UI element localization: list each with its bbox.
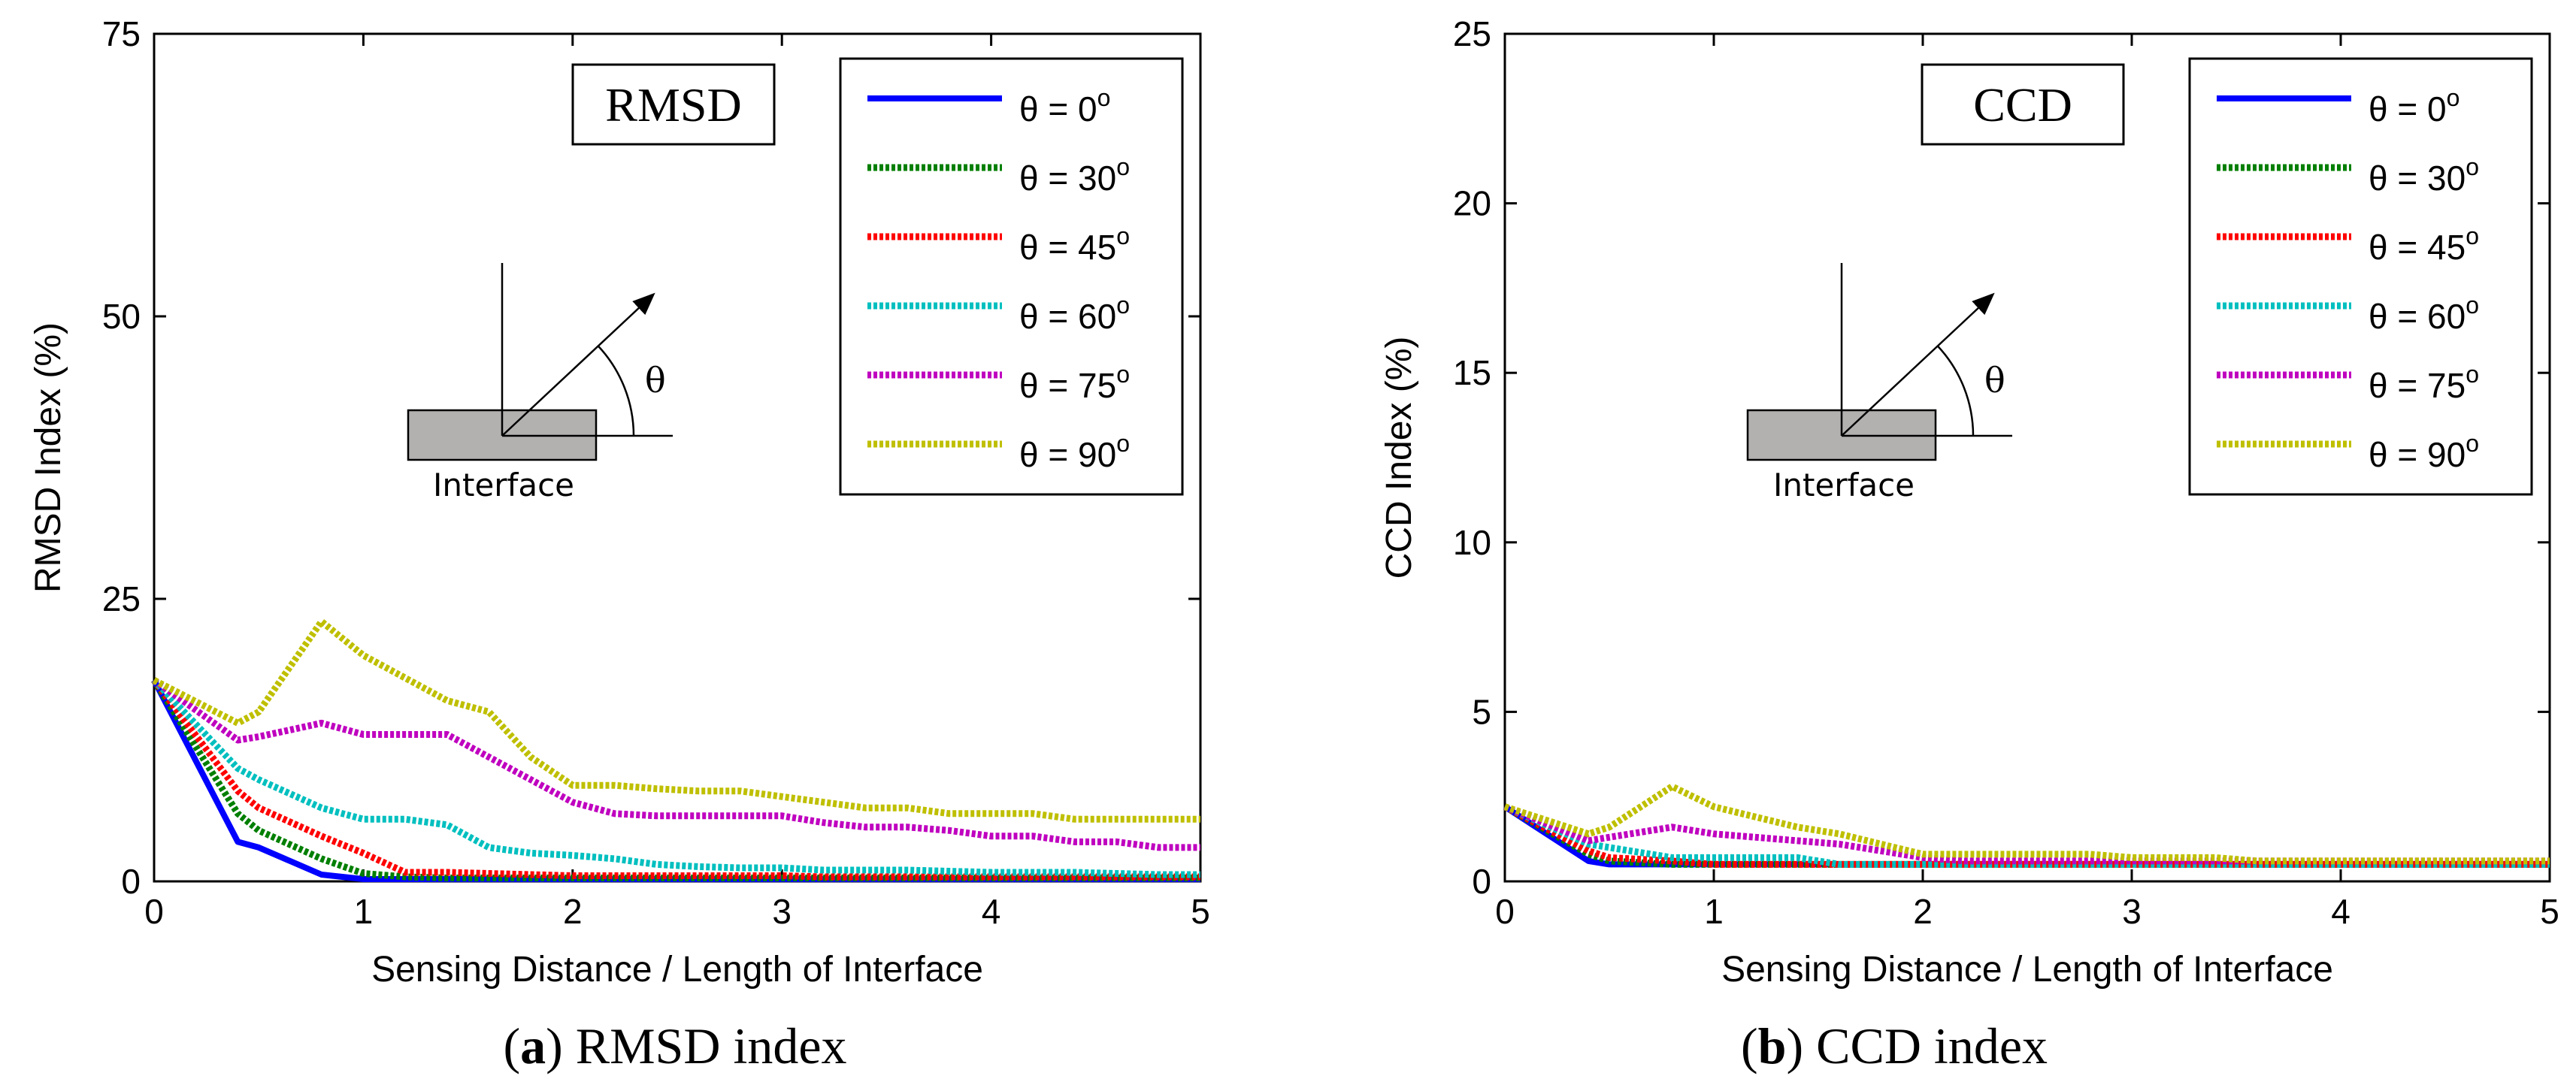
legend-entry-text: θ = 45: [2369, 228, 2466, 267]
series-line-theta-30: [151, 678, 1200, 881]
angle-theta-label: θ: [645, 360, 666, 400]
metric-tag-box: [1921, 63, 2125, 146]
legend-entry-label: θ = 0o: [2369, 84, 2459, 128]
plot-frame: [1503, 32, 2551, 883]
x-tick-label: 4: [982, 892, 1001, 931]
sensing-direction-arrow: [501, 292, 655, 437]
y-tick-label: 10: [1453, 523, 1491, 562]
series-line-theta-60: [151, 678, 1200, 878]
x-tick-label: 2: [1913, 892, 1933, 931]
series-line-theta-90: [1503, 783, 2550, 865]
chart-panel-b: 0 1 2 3 4 5 0 5 10 15 20 25 Sensing Distance / Lengt…: [1379, 14, 2559, 1074]
series-line-theta-0: [151, 678, 1200, 882]
degree-superscript: o: [2466, 222, 2479, 249]
legend-box: [839, 57, 1184, 496]
x-axis-label: Sensing Distance / Length of Interface: [1721, 950, 2333, 990]
degree-superscript: o: [1097, 84, 1111, 111]
legend-entry-text: θ = 75: [2369, 366, 2466, 405]
panel-letter: a: [520, 1017, 546, 1074]
panel-caption: (b) CCD index: [1741, 1017, 2048, 1074]
x-tick-label: 2: [563, 892, 583, 931]
interface-label: Interface: [433, 467, 574, 503]
interface-inset-diagram: θ Interface: [407, 263, 673, 503]
legend-entry-label: θ = 45o: [1019, 222, 1130, 267]
x-tick-label: 0: [1495, 892, 1515, 931]
legend-entry-label: θ = 45o: [2369, 222, 2479, 267]
angle-arc: [1936, 345, 1975, 437]
y-tick-label: 75: [102, 14, 141, 53]
legend-box: [2188, 57, 2533, 496]
legend-entry-label: θ = 60o: [2369, 292, 2479, 336]
legend-entry-text: θ = 60: [1019, 297, 1116, 336]
y-tick-label: 20: [1453, 184, 1491, 223]
degree-superscript: o: [1116, 430, 1130, 457]
legend-entry-text: θ = 90: [1019, 435, 1116, 474]
y-tick-label: 0: [121, 862, 141, 901]
x-tick-label: 5: [2540, 892, 2559, 931]
legend-entry-label: θ = 75o: [1019, 361, 1130, 405]
panel-letter: b: [1758, 1017, 1787, 1074]
degree-superscript: o: [2466, 361, 2479, 388]
degree-superscript: o: [2466, 153, 2479, 180]
legend-entry-text: θ = 90: [2369, 435, 2466, 474]
degree-superscript: o: [2466, 430, 2479, 457]
y-tick-label: 0: [1472, 862, 1491, 901]
legend-entry-text: θ = 0: [2369, 89, 2447, 128]
sensing-direction-arrow: [1841, 292, 1995, 437]
panel-caption: (a) RMSD index: [503, 1017, 846, 1074]
series-line-theta-90: [152, 618, 1200, 823]
legend-entry-text: θ = 0: [1019, 89, 1097, 128]
x-tick-label: 3: [2122, 892, 2142, 931]
x-tick-label: 3: [772, 892, 792, 931]
legend-entry-label: θ = 0o: [1019, 84, 1110, 128]
legend-entry-text: θ = 30: [2369, 159, 2466, 198]
legend-entry-text: θ = 60: [2369, 297, 2466, 336]
legend-entry-label: θ = 90o: [2369, 430, 2479, 474]
angle-theta-label: θ: [1984, 360, 2005, 400]
legend-entry-label: θ = 75o: [2369, 361, 2479, 405]
series-line-theta-75: [152, 677, 1200, 851]
legend-entry-label: θ = 30o: [1019, 153, 1130, 198]
angle-arc: [597, 345, 635, 437]
legend-entry-text: θ = 30: [1019, 159, 1116, 198]
legend-entry-text: θ = 45: [1019, 228, 1116, 267]
y-tick-label: 25: [1453, 14, 1491, 53]
y-tick-label: 15: [1453, 353, 1491, 392]
degree-superscript: o: [2447, 84, 2460, 111]
degree-superscript: o: [1116, 153, 1130, 180]
y-axis-label: CCD Index (%): [1379, 337, 1419, 579]
y-axis-label: RMSD Index (%): [29, 322, 68, 593]
x-tick-label: 4: [2331, 892, 2350, 931]
metric-tag-label: CCD: [1973, 78, 2072, 131]
x-axis-label: Sensing Distance / Length of Interface: [371, 950, 983, 990]
legend-entry-text: θ = 75: [1019, 366, 1116, 405]
interface-inset-diagram: θ Interface: [1746, 263, 2012, 503]
y-tick-label: 25: [102, 579, 141, 618]
x-tick-label: 1: [1704, 892, 1724, 931]
degree-superscript: o: [2466, 292, 2479, 319]
degree-superscript: o: [1116, 361, 1130, 388]
x-tick-label: 0: [144, 892, 164, 931]
degree-superscript: o: [1116, 222, 1130, 249]
legend-entry-label: θ = 30o: [2369, 153, 2479, 198]
y-tick-label: 5: [1472, 692, 1491, 731]
y-tick-label: 50: [102, 297, 141, 336]
degree-superscript: o: [1116, 292, 1130, 319]
metric-tag-box: [571, 63, 776, 146]
metric-tag-label: RMSD: [605, 78, 741, 131]
legend-entry-label: θ = 60o: [1019, 292, 1130, 336]
interface-label: Interface: [1773, 467, 1915, 503]
series-line-theta-45: [151, 678, 1200, 881]
x-tick-label: 5: [1191, 892, 1210, 931]
x-tick-label: 1: [354, 892, 374, 931]
legend-entry-label: θ = 90o: [1019, 430, 1130, 474]
